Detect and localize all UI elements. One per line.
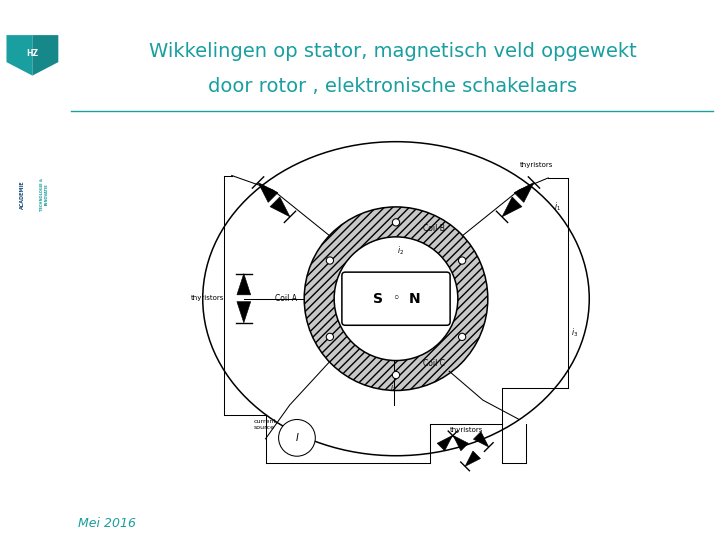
Text: TECHNOLOGIE &
INNOVATIE: TECHNOLOGIE & INNOVATIE <box>40 178 48 211</box>
Text: thyristors: thyristors <box>519 162 553 168</box>
Text: thyristors: thyristors <box>449 427 482 433</box>
Text: $i_2$: $i_2$ <box>397 244 405 256</box>
Polygon shape <box>237 302 251 323</box>
Text: Mei 2016: Mei 2016 <box>78 517 136 530</box>
Polygon shape <box>270 197 290 217</box>
Circle shape <box>392 219 400 226</box>
Polygon shape <box>502 197 522 217</box>
Polygon shape <box>258 183 278 202</box>
Polygon shape <box>237 274 251 295</box>
Polygon shape <box>6 35 58 76</box>
FancyBboxPatch shape <box>342 272 450 325</box>
Polygon shape <box>473 431 489 447</box>
Polygon shape <box>514 183 534 202</box>
Text: thyristors: thyristors <box>191 295 225 301</box>
Text: door rotor , elektronische schakelaars: door rotor , elektronische schakelaars <box>208 77 577 96</box>
Text: Wikkelingen op stator, magnetisch veld opgewekt: Wikkelingen op stator, magnetisch veld o… <box>148 42 636 61</box>
Circle shape <box>326 257 333 264</box>
Polygon shape <box>465 451 480 467</box>
Circle shape <box>279 420 315 456</box>
Polygon shape <box>6 35 32 76</box>
Text: ◦: ◦ <box>392 292 400 305</box>
Circle shape <box>334 237 458 361</box>
Text: Coil B: Coil B <box>423 224 444 233</box>
Circle shape <box>392 372 400 379</box>
Circle shape <box>459 257 466 264</box>
Text: $i_3$: $i_3$ <box>571 326 578 339</box>
Polygon shape <box>453 435 469 451</box>
Text: Coil C: Coil C <box>423 360 444 368</box>
Polygon shape <box>32 35 58 76</box>
Text: S: S <box>373 292 382 306</box>
Text: Coil A: Coil A <box>275 294 297 303</box>
Text: N: N <box>408 292 420 306</box>
Circle shape <box>304 207 488 390</box>
Circle shape <box>459 333 466 341</box>
Text: $i_1$: $i_1$ <box>390 382 397 394</box>
Polygon shape <box>437 435 453 451</box>
Text: I: I <box>295 433 298 443</box>
Text: HZ: HZ <box>27 50 38 58</box>
Text: $i_1$: $i_1$ <box>554 201 562 213</box>
Text: ACADEMIE: ACADEMIE <box>20 180 25 209</box>
Circle shape <box>326 333 333 341</box>
Text: current
source: current source <box>253 420 276 430</box>
